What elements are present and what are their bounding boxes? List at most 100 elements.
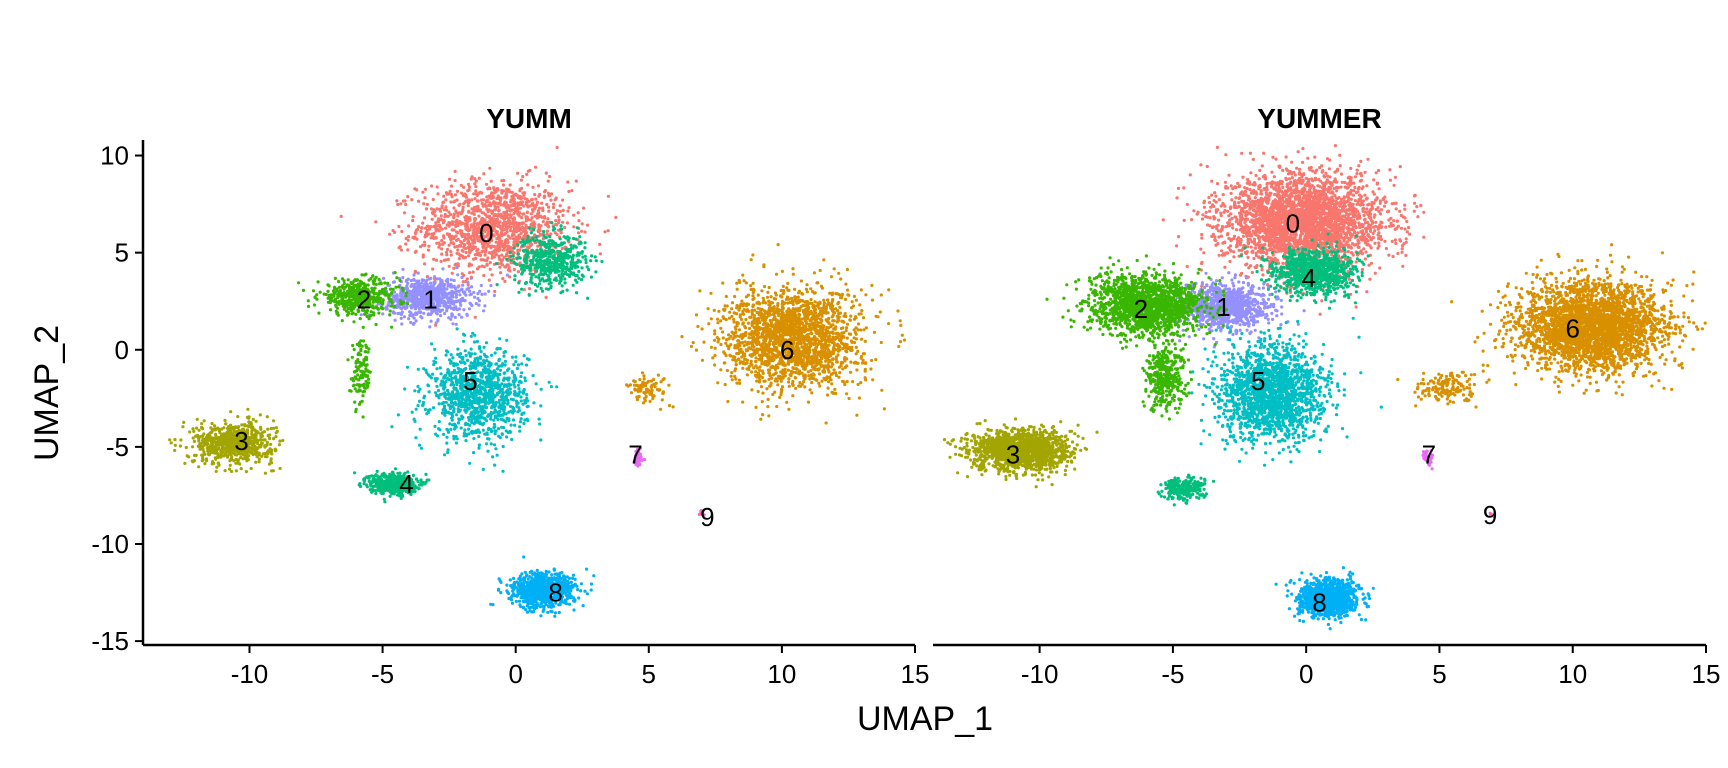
point [524,363,529,367]
point [375,306,379,310]
point [469,334,473,338]
point [520,287,524,291]
point [228,459,232,463]
point [502,405,507,409]
point [516,203,521,207]
point [559,224,563,228]
point [362,373,366,377]
point [400,229,404,234]
point [503,200,507,204]
point [481,381,486,385]
point [470,211,474,215]
point [470,303,474,308]
point [419,229,423,234]
point [583,254,587,258]
point [446,214,450,218]
point [534,289,538,293]
point [493,351,497,355]
point [173,438,177,442]
point [519,178,524,182]
point [471,405,475,409]
point [516,363,521,367]
point [522,204,526,208]
point [487,231,491,235]
point [504,412,508,416]
point [459,361,463,365]
point [383,281,387,285]
point [434,323,438,327]
point [504,213,509,218]
point [502,401,507,405]
point [406,235,411,239]
point [525,396,529,400]
point [351,302,355,307]
point [492,201,497,205]
point [567,206,571,210]
point [476,247,480,252]
point [473,315,477,319]
point [520,371,524,375]
point [334,309,338,313]
point [519,267,524,271]
point [210,441,214,445]
point [487,278,491,282]
point [524,223,528,228]
point [537,184,541,188]
point [479,391,483,395]
point [435,185,439,189]
point [484,200,488,204]
point [564,236,568,240]
point [371,296,375,300]
point [409,304,413,308]
point [436,318,440,322]
point [418,245,423,249]
point [598,242,602,246]
point [496,417,500,422]
point [504,420,508,424]
point [463,243,467,247]
point [523,197,527,201]
point [525,393,529,397]
point [553,198,557,202]
point [516,228,520,232]
point [432,225,436,229]
point [475,430,479,434]
point [498,241,503,245]
point [442,383,446,387]
point [450,423,455,427]
point [458,384,462,388]
point [579,241,583,245]
point [486,449,490,453]
point [346,358,350,362]
point [493,463,497,467]
point [311,289,316,293]
point [482,352,486,357]
point [544,287,549,291]
point [486,414,490,418]
point [234,469,238,473]
point [453,263,457,267]
point [452,266,456,270]
point [503,244,507,248]
point [385,305,389,309]
point [506,244,510,248]
point [431,372,435,376]
point [516,243,520,247]
point [399,302,403,306]
point [512,233,516,237]
point [466,229,470,233]
point [563,277,567,281]
point [538,239,542,243]
point [393,318,397,322]
point [449,253,453,257]
point [390,425,394,429]
point [502,189,506,193]
point [570,189,574,193]
point [444,250,449,254]
point [417,443,422,447]
point [522,354,526,358]
point [494,401,498,405]
point [585,223,590,227]
point [420,226,424,230]
point [421,221,425,225]
